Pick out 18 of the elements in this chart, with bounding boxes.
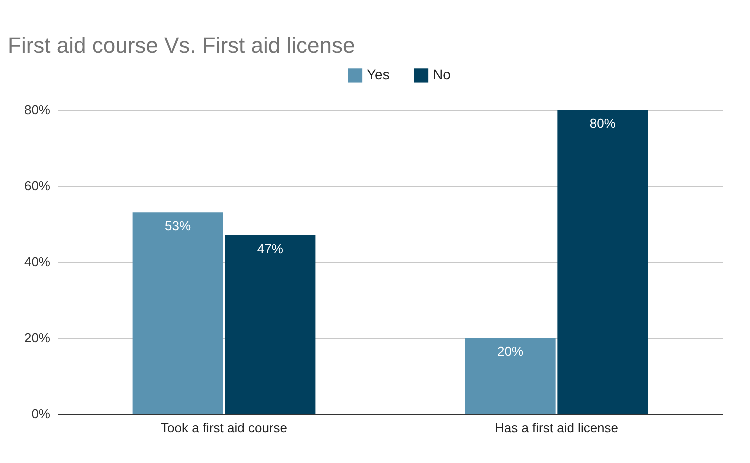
- chart-title: First aid course Vs. First aid license: [8, 33, 356, 58]
- bar: [225, 235, 316, 414]
- legend-label: No: [433, 66, 452, 83]
- y-tick-label: 20%: [24, 330, 51, 346]
- legend-label: Yes: [367, 66, 390, 83]
- x-tick-label: Took a first aid course: [161, 420, 288, 436]
- data-label: 20%: [498, 344, 524, 359]
- x-tick-label: Has a first aid license: [494, 420, 619, 436]
- bar: [465, 338, 556, 414]
- y-tick-label: 0%: [32, 406, 51, 422]
- data-label: 53%: [165, 218, 192, 234]
- data-label: 80%: [590, 116, 616, 131]
- y-tick-label: 40%: [24, 254, 51, 270]
- y-tick-label: 80%: [24, 102, 51, 118]
- bar: [132, 212, 224, 414]
- y-tick-label: 60%: [24, 178, 51, 194]
- bar: [558, 110, 648, 414]
- data-label: 47%: [257, 241, 284, 256]
